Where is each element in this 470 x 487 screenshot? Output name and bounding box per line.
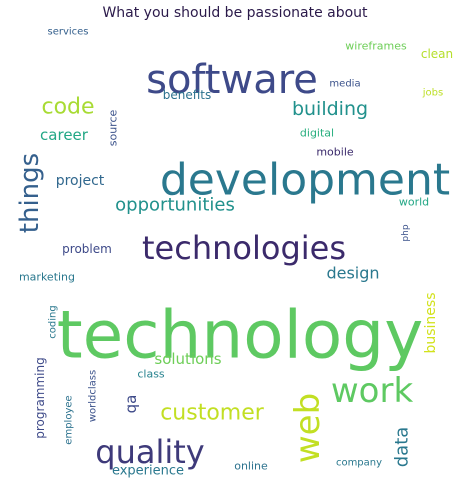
word-opportunities: opportunities bbox=[115, 195, 235, 216]
word-code: code bbox=[41, 95, 94, 120]
word-solutions: solutions bbox=[154, 350, 221, 368]
word-digital: digital bbox=[300, 127, 334, 140]
word-quality: quality bbox=[95, 433, 204, 471]
word-jobs: jobs bbox=[422, 88, 443, 99]
word-mobile: mobile bbox=[316, 146, 354, 159]
word-technology: technology bbox=[57, 297, 423, 374]
word-work: work bbox=[331, 371, 414, 411]
word-coding: coding bbox=[48, 305, 59, 338]
word-technologies: technologies bbox=[142, 229, 346, 267]
word-company: company bbox=[336, 458, 382, 469]
word-world: world bbox=[399, 196, 429, 209]
word-development: development bbox=[160, 155, 450, 206]
word-experience: experience bbox=[112, 464, 184, 479]
word-software: software bbox=[146, 57, 318, 103]
page-title: What you should be passionate about bbox=[102, 5, 368, 21]
word-benefits: benefits bbox=[163, 88, 212, 102]
word-project: project bbox=[56, 173, 105, 189]
word-design: design bbox=[326, 264, 379, 283]
word-services: services bbox=[47, 27, 88, 38]
word-things: things bbox=[15, 153, 45, 233]
word-qa: qa bbox=[122, 395, 140, 414]
word-web: web bbox=[288, 393, 328, 463]
word-data: data bbox=[392, 427, 413, 468]
word-business: business bbox=[423, 292, 439, 353]
word-clean: clean bbox=[421, 47, 453, 61]
word-php: php bbox=[401, 224, 411, 241]
word-media: media bbox=[329, 79, 360, 90]
word-worldclass: worldclass bbox=[88, 370, 99, 422]
word-career: career bbox=[40, 126, 89, 144]
word-programming: programming bbox=[33, 357, 47, 438]
word-online: online bbox=[234, 460, 268, 473]
word-marketing: marketing bbox=[19, 271, 75, 284]
word-employee: employee bbox=[64, 395, 75, 444]
word-class: class bbox=[137, 368, 165, 381]
word-building: building bbox=[292, 98, 368, 120]
word-source: source bbox=[107, 110, 120, 147]
word-wireframes: wireframes bbox=[345, 40, 407, 53]
word-problem: problem bbox=[62, 242, 112, 256]
word-customer: customer bbox=[160, 401, 265, 426]
